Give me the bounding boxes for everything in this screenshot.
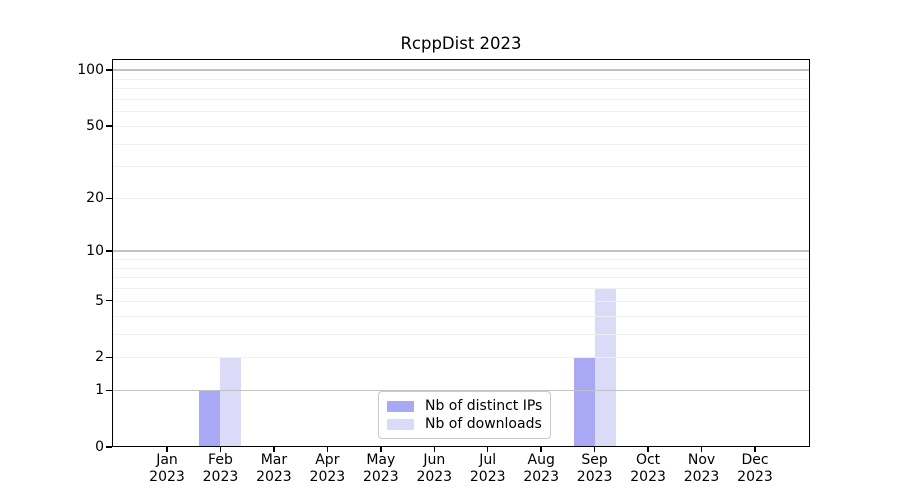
x-axis-tick-label: Jun 2023	[402, 452, 466, 486]
x-axis-tick-month: Nov	[687, 452, 716, 468]
y-axis-tick	[106, 69, 112, 71]
y-axis-tick-label: 20	[86, 190, 104, 207]
bar-downloads	[220, 357, 242, 447]
y-axis-tick-label: 1	[95, 382, 104, 399]
x-axis-tick	[433, 447, 436, 452]
legend: Nb of distinct IPs Nb of downloads	[378, 391, 552, 439]
x-axis-tick	[486, 447, 489, 452]
x-axis-tick-label: Feb 2023	[188, 452, 252, 486]
x-axis-tick-month: Jun	[423, 452, 446, 468]
x-axis-tick	[326, 447, 329, 452]
x-axis-tick-label: Apr 2023	[295, 452, 359, 486]
x-axis-tick-month: Aug	[527, 452, 555, 468]
x-axis-tick-year: 2023	[630, 469, 666, 485]
gridline-minor	[112, 166, 810, 168]
x-axis-tick-month: Jan	[156, 452, 178, 468]
x-axis-tick-label: Jul 2023	[456, 452, 520, 486]
gridline-minor	[112, 315, 810, 317]
legend-swatch	[387, 418, 414, 430]
y-axis-tick-label: 10	[86, 243, 104, 260]
x-axis-tick-year: 2023	[256, 469, 292, 485]
x-axis-tick-year: 2023	[416, 469, 453, 485]
x-axis-tick-label: Jan 2023	[135, 452, 199, 486]
y-axis-tick	[106, 125, 112, 127]
x-axis-tick-year: 2023	[362, 469, 399, 485]
x-axis-tick-year: 2023	[469, 469, 506, 485]
x-axis-tick-label: Aug 2023	[509, 452, 573, 486]
gridline-minor	[112, 300, 810, 302]
legend-row: Nb of downloads	[387, 415, 542, 433]
x-axis-tick	[700, 447, 703, 452]
x-axis-tick-month: Feb	[208, 452, 233, 468]
x-axis-tick	[380, 447, 382, 452]
x-axis-tick-label: Dec 2023	[723, 452, 787, 486]
gridline-minor	[112, 267, 810, 269]
y-axis-tick-label: 5	[95, 292, 104, 309]
x-axis-tick	[754, 447, 756, 452]
x-axis-tick-month: Jul	[479, 452, 497, 468]
x-axis-tick	[647, 447, 649, 452]
x-axis-tick-year: 2023	[202, 469, 239, 485]
bar-distinct-ips	[573, 357, 595, 447]
legend-label: Nb of distinct IPs	[425, 398, 543, 414]
x-axis-tick	[273, 447, 275, 452]
gridline-minor	[112, 125, 810, 127]
y-axis-tick	[106, 299, 112, 302]
x-axis-tick-label: May 2023	[349, 452, 413, 486]
x-axis-tick-month: Dec	[741, 452, 769, 468]
bar-downloads	[594, 288, 616, 447]
gridline-minor	[112, 98, 810, 100]
x-axis-tick-year: 2023	[576, 469, 613, 485]
gridline-minor	[112, 277, 810, 279]
gridline-major	[112, 69, 810, 71]
gridline-minor	[112, 357, 810, 359]
gridline-minor	[112, 88, 810, 90]
x-axis-tick	[593, 447, 596, 452]
x-axis-tick	[219, 447, 222, 452]
y-axis-tick	[106, 250, 112, 252]
y-axis-tick	[106, 446, 112, 448]
legend-swatch	[387, 400, 414, 412]
legend-label: Nb of downloads	[425, 416, 542, 432]
y-axis-tick-label: 0	[95, 439, 104, 455]
y-axis-tick	[106, 356, 112, 358]
gridline-major	[112, 389, 810, 392]
gridline-minor	[112, 143, 810, 145]
bar-distinct-ips	[199, 390, 221, 447]
gridline-minor	[112, 198, 810, 200]
y-axis-tick	[106, 389, 112, 392]
x-axis-tick-month: May	[366, 452, 396, 468]
y-axis-tick-label: 2	[95, 349, 104, 366]
x-axis-tick-label: Oct 2023	[616, 452, 680, 486]
gridline-major	[112, 250, 810, 252]
x-axis-tick-year: 2023	[149, 469, 185, 485]
x-axis-tick	[166, 447, 168, 452]
x-axis-tick-label: Sep 2023	[563, 452, 627, 486]
legend-row: Nb of distinct IPs	[387, 397, 542, 415]
gridline-minor	[112, 333, 810, 335]
gridline-minor	[112, 288, 810, 290]
plot-area	[112, 59, 810, 447]
x-axis-tick-year: 2023	[683, 469, 720, 485]
x-axis-tick-year: 2023	[309, 469, 346, 485]
gridline-minor	[112, 78, 810, 80]
chart-title: RcppDist 2023	[400, 34, 522, 53]
x-axis-tick-label: Nov 2023	[670, 452, 734, 486]
x-axis-tick	[540, 447, 542, 452]
x-axis-tick-month: Mar	[260, 452, 288, 468]
y-axis-tick-label: 50	[86, 117, 104, 134]
x-axis-tick-year: 2023	[737, 469, 773, 485]
gridline-minor	[112, 258, 810, 260]
x-axis-tick-month: Oct	[635, 452, 661, 468]
y-axis-tick	[106, 197, 112, 200]
x-axis-tick-month: Apr	[315, 452, 340, 468]
x-axis-tick-month: Sep	[581, 452, 608, 468]
gridline-minor	[112, 111, 810, 113]
x-axis-tick-label: Mar 2023	[242, 452, 306, 486]
y-axis-tick-label: 100	[77, 62, 104, 78]
x-axis-tick-year: 2023	[523, 469, 559, 485]
